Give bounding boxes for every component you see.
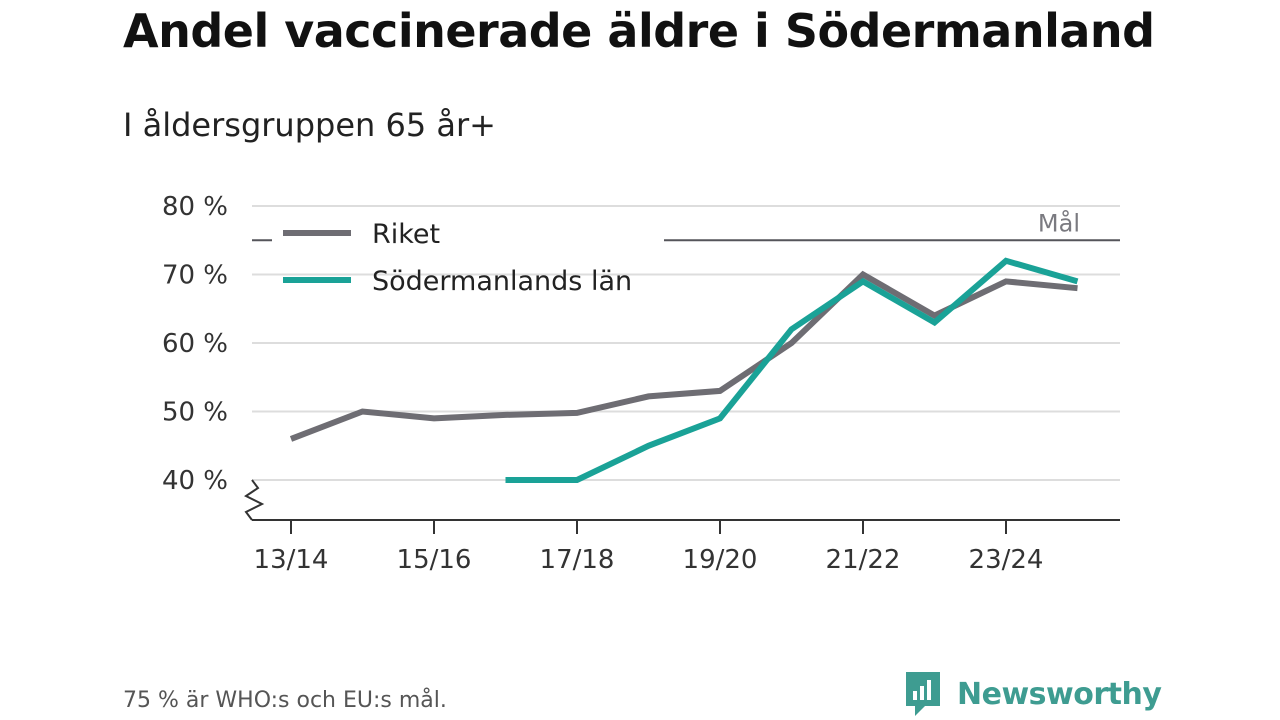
gridlines [252,205,1120,481]
y-tick-label: 80 % [162,192,228,222]
chart-title: Andel vaccinerade äldre i Södermanland [123,4,1155,58]
y-tick-label: 40 % [162,466,228,496]
legend: Riket Södermanlands län [283,219,632,297]
x-tick-label: 13/14 [254,545,329,575]
chart-subtitle: I åldersgruppen 65 år+ [123,106,496,144]
y-tick-label: 70 % [162,261,228,291]
x-tick-label: 21/22 [826,545,901,575]
y-tick-label: 60 % [162,329,228,359]
series-lines [289,257,1079,483]
y-tick-label: 50 % [162,398,228,428]
target-label: Mål [1038,208,1080,237]
brand-name: Newsworthy [957,676,1162,712]
axes: 40 % 50 % 60 % 70 % 80 % 13/14 15/16 17/18 19/20… [162,192,1120,575]
line-chart: Mål 40 % 50 % 60 % 70 % 80 % 13/14 15/16 17/18 1… [162,192,1120,575]
x-tick-label: 23/24 [969,545,1044,575]
brand-logo: Newsworthy [903,670,1162,718]
x-tick-label: 15/16 [397,545,472,575]
series-line-sodermanland [505,257,1079,483]
footnote: 75 % är WHO:s och EU:s mål. [123,688,447,713]
legend-label-sodermanland: Södermanlands län [372,266,632,297]
x-tick-label: 19/20 [683,545,758,575]
legend-label-riket: Riket [372,219,440,250]
target-line-group: Mål [252,208,1120,242]
axis-break-icon [244,479,265,521]
newsworthy-logo-icon [906,672,940,716]
x-tick-label: 17/18 [540,545,615,575]
